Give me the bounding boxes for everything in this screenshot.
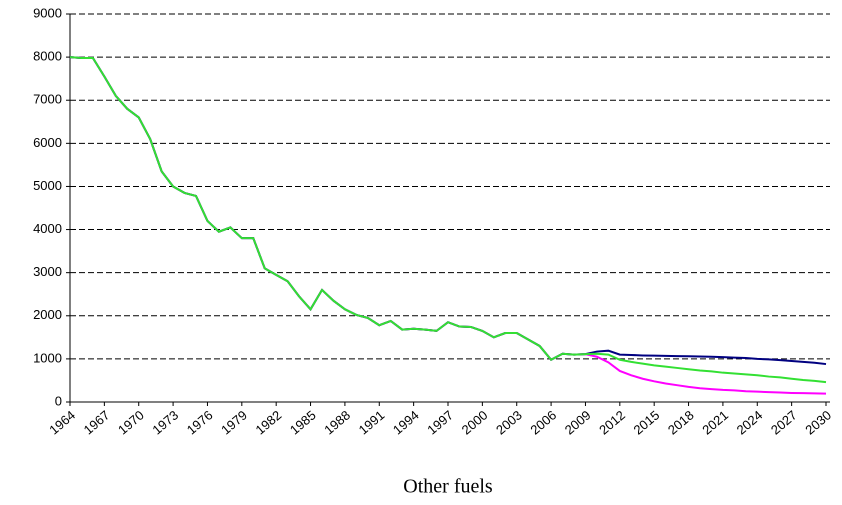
- x-tick-label: 2000: [459, 407, 491, 437]
- y-tick-label: 2000: [33, 307, 62, 322]
- x-tick-label: 2030: [802, 407, 834, 437]
- x-tick-label: 1967: [81, 407, 113, 437]
- x-tick-label: 2021: [699, 407, 731, 437]
- y-tick-label: 5000: [33, 178, 62, 193]
- x-tick-label: 1994: [390, 407, 422, 437]
- x-tick-label: 1964: [46, 407, 78, 437]
- x-tick-label: 2015: [631, 407, 663, 437]
- y-tick-label: 7000: [33, 92, 62, 107]
- x-tick-label: 1976: [184, 407, 216, 437]
- x-tick-label: 2024: [734, 407, 766, 437]
- y-tick-label: 0: [55, 393, 62, 408]
- y-tick-label: 9000: [33, 5, 62, 20]
- y-tick-label: 1000: [33, 350, 62, 365]
- x-tick-label: 1970: [115, 407, 147, 437]
- x-tick-label: 2006: [527, 407, 559, 437]
- y-tick-label: 8000: [33, 49, 62, 64]
- x-tick-label: 1982: [253, 407, 285, 437]
- series-line: [69, 56, 827, 395]
- x-tick-label: 2018: [665, 407, 697, 437]
- x-tick-label: 1985: [287, 407, 319, 437]
- x-tick-label: 2009: [562, 407, 594, 437]
- x-tick-label: 1973: [149, 407, 181, 437]
- x-tick-label: 1988: [321, 407, 353, 437]
- x-tick-label: 2012: [596, 407, 628, 437]
- series-line: [69, 56, 827, 384]
- y-tick-label: 4000: [33, 221, 62, 236]
- x-tick-label: 1991: [356, 407, 388, 437]
- series-line: [69, 56, 827, 366]
- y-tick-label: 3000: [33, 264, 62, 279]
- x-tick-label: 2003: [493, 407, 525, 437]
- x-axis-title: Other fuels: [403, 476, 493, 498]
- y-tick-label: 6000: [33, 135, 62, 150]
- x-tick-label: 1979: [218, 407, 250, 437]
- x-tick-label: 1997: [424, 407, 456, 437]
- x-tick-label: 2027: [768, 407, 800, 437]
